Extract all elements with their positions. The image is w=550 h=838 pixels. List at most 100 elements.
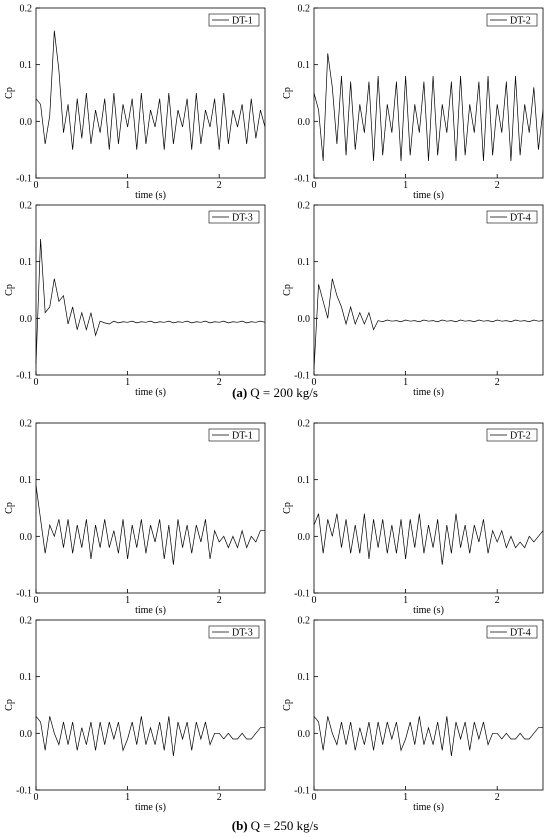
y-tick-label: -0.1	[16, 371, 32, 382]
x-tick-label: 0	[34, 792, 39, 803]
y-tick-label: 0.2	[298, 201, 311, 212]
legend-box	[208, 428, 260, 442]
x-tick-label: 1	[403, 377, 408, 388]
legend-label: DT-4	[510, 627, 531, 638]
x-axis-label: time (s)	[135, 802, 166, 813]
y-tick-label: -0.1	[16, 786, 32, 797]
subplot: -0.1 0.0 0.1 0.2 0 1 2 time (s) Cp DT-4	[282, 616, 544, 813]
y-tick-label: 0.2	[20, 201, 33, 212]
y-tick-label: -0.1	[294, 589, 310, 600]
data-line	[35, 30, 266, 150]
y-tick-label: 0.2	[20, 4, 33, 15]
y-tick-label: -0.1	[16, 589, 32, 600]
y-axis-label: Cp	[4, 87, 15, 99]
x-tick-label: 2	[495, 377, 500, 388]
legend-label: DT-4	[510, 212, 531, 223]
x-axis-label: time (s)	[135, 387, 166, 398]
y-tick-label: 0.2	[298, 419, 311, 430]
data-line	[313, 53, 544, 162]
y-tick-label: 0.1	[298, 60, 311, 71]
x-tick-label: 0	[312, 377, 317, 388]
x-tick-label: 2	[217, 792, 222, 803]
x-tick-label: 2	[217, 595, 222, 606]
y-tick-label: 0.1	[20, 257, 33, 268]
legend-box	[486, 625, 538, 639]
x-tick-label: 1	[125, 377, 130, 388]
y-axis-label: Cp	[4, 284, 15, 296]
y-tick-label: 0.0	[298, 729, 311, 740]
y-tick-label: -0.1	[294, 174, 310, 185]
x-tick-label: 0	[312, 180, 317, 191]
caption: (b) Q = 250 kg/s	[232, 818, 319, 833]
subplot: -0.1 0.0 0.1 0.2 0 1 2 time (s) Cp DT-2	[282, 419, 544, 616]
x-axis-label: time (s)	[413, 605, 444, 616]
plot-frame	[35, 422, 266, 594]
subplot: -0.1 0.0 0.1 0.2 0 1 2 time (s) Cp DT-3	[4, 201, 266, 398]
data-line	[35, 485, 265, 565]
plot-frame	[35, 204, 266, 376]
y-axis-label: Cp	[282, 502, 293, 514]
y-tick-label: 0.2	[298, 4, 311, 15]
legend-box	[486, 210, 538, 224]
x-tick-label: 0	[34, 595, 39, 606]
x-tick-label: 2	[217, 180, 222, 191]
y-axis-label: Cp	[282, 87, 293, 99]
subplot: -0.1 0.0 0.1 0.2 0 1 2 time (s) Cp DT-3	[4, 616, 266, 813]
legend-box	[208, 13, 260, 27]
y-axis-label: Cp	[4, 502, 15, 514]
x-tick-label: 2	[495, 595, 500, 606]
y-tick-label: 0.0	[298, 117, 311, 128]
y-tick-label: 0.1	[20, 475, 33, 486]
y-tick-label: 0.0	[20, 117, 33, 128]
x-tick-label: 2	[217, 377, 222, 388]
x-axis-label: time (s)	[413, 190, 444, 201]
data-line	[313, 716, 543, 757]
y-tick-label: 0.0	[20, 532, 33, 543]
y-tick-label: 0.1	[20, 60, 33, 71]
y-tick-label: 0.2	[20, 419, 33, 430]
x-tick-label: 0	[312, 595, 317, 606]
caption-label: (b)	[232, 818, 248, 833]
y-axis-label: Cp	[282, 284, 293, 296]
caption-text: Q = 200 kg/s	[250, 385, 318, 400]
data-line	[35, 238, 266, 364]
y-tick-label: 0.0	[20, 314, 33, 325]
x-tick-label: 0	[312, 792, 317, 803]
x-tick-label: 1	[403, 792, 408, 803]
y-tick-label: -0.1	[294, 371, 310, 382]
x-axis-label: time (s)	[135, 605, 166, 616]
plot-frame	[35, 619, 266, 791]
caption: (a) Q = 200 kg/s	[232, 385, 318, 400]
y-tick-label: 0.0	[298, 532, 311, 543]
y-tick-label: -0.1	[294, 786, 310, 797]
x-tick-label: 1	[125, 792, 130, 803]
y-tick-label: 0.1	[298, 475, 311, 486]
plot-frame	[313, 204, 544, 376]
x-tick-label: 1	[403, 180, 408, 191]
y-tick-label: 0.1	[298, 672, 311, 683]
plot-frame	[313, 7, 544, 179]
data-line	[313, 278, 544, 370]
x-tick-label: 0	[34, 377, 39, 388]
y-axis-label: Cp	[4, 699, 15, 711]
y-tick-label: 0.1	[298, 257, 311, 268]
caption-label: (a)	[232, 385, 247, 400]
x-axis-label: time (s)	[413, 802, 444, 813]
plot-frame	[35, 7, 266, 179]
legend-label: DT-3	[232, 627, 253, 638]
x-tick-label: 1	[403, 595, 408, 606]
subplot: -0.1 0.0 0.1 0.2 0 1 2 time (s) Cp DT-4	[282, 201, 544, 398]
subplot: -0.1 0.0 0.1 0.2 0 1 2 time (s) Cp DT-2	[282, 4, 544, 201]
legend-label: DT-3	[232, 212, 253, 223]
y-tick-label: -0.1	[16, 174, 32, 185]
data-line	[313, 513, 544, 565]
legend-label: DT-1	[232, 430, 253, 441]
x-tick-label: 0	[34, 180, 39, 191]
y-tick-label: 0.2	[20, 616, 33, 627]
y-tick-label: 0.2	[298, 616, 311, 627]
plot-frame	[313, 422, 544, 594]
x-tick-label: 1	[125, 595, 130, 606]
caption-text: Q = 250 kg/s	[251, 818, 319, 833]
legend-box	[208, 210, 260, 224]
